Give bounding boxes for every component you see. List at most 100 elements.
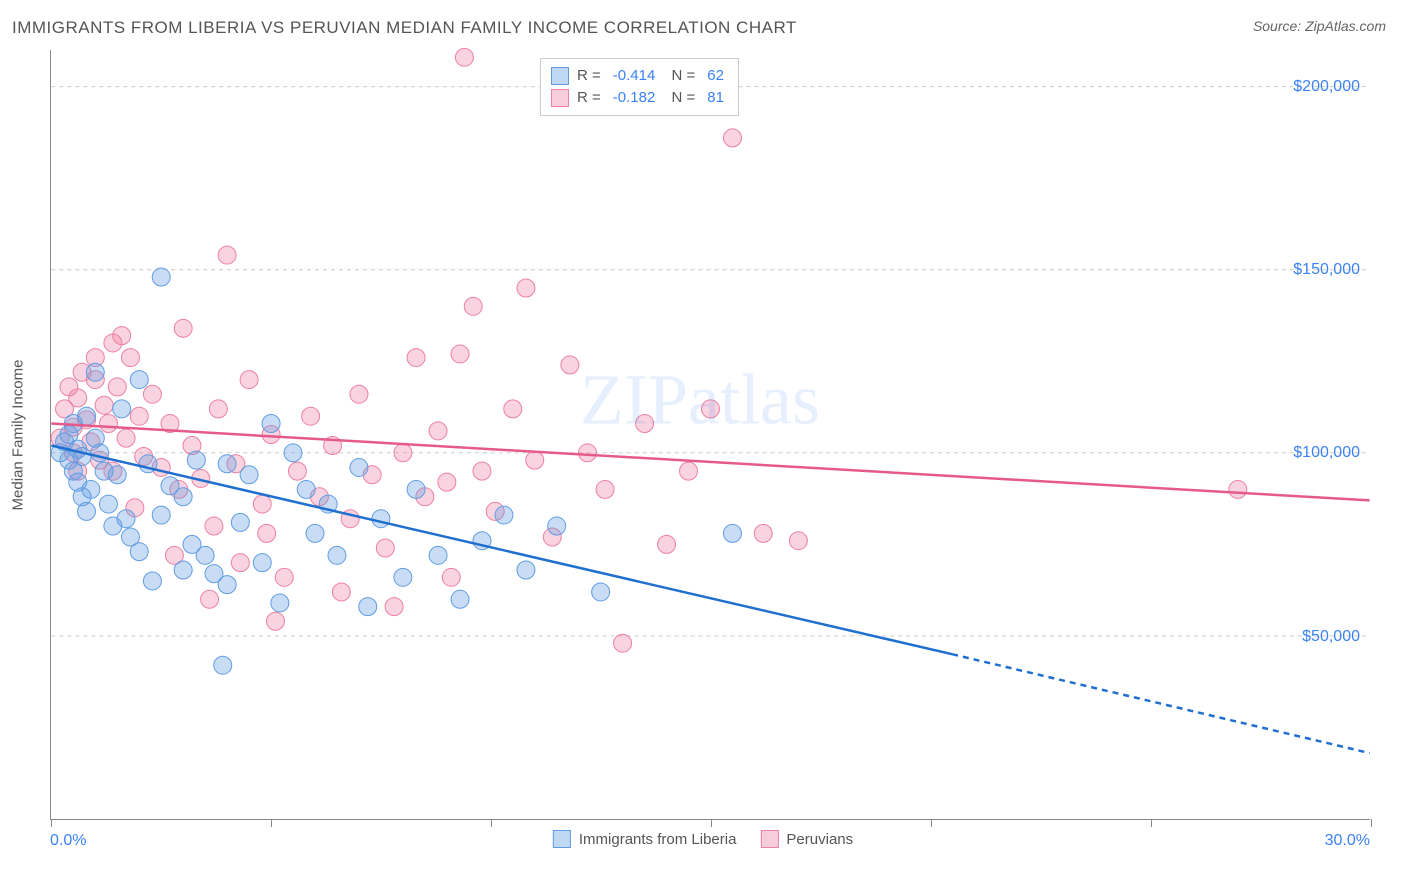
data-point-blue xyxy=(350,458,368,476)
data-point-pink xyxy=(789,532,807,550)
x-tick xyxy=(711,819,712,827)
data-point-blue xyxy=(78,407,96,425)
data-point-pink xyxy=(407,349,425,367)
data-point-pink xyxy=(517,279,535,297)
x-tick xyxy=(931,819,932,827)
data-point-blue xyxy=(117,510,135,528)
chart-title: IMMIGRANTS FROM LIBERIA VS PERUVIAN MEDI… xyxy=(12,18,797,38)
data-point-blue xyxy=(78,502,96,520)
data-point-blue xyxy=(592,583,610,601)
data-point-pink xyxy=(578,444,596,462)
data-point-blue xyxy=(152,506,170,524)
source-credit: Source: ZipAtlas.com xyxy=(1253,18,1386,34)
data-point-blue xyxy=(82,480,100,498)
data-point-pink xyxy=(218,246,236,264)
data-point-blue xyxy=(187,451,205,469)
data-point-blue xyxy=(196,546,214,564)
data-point-pink xyxy=(275,568,293,586)
data-point-pink xyxy=(117,429,135,447)
data-point-blue xyxy=(130,371,148,389)
data-point-pink xyxy=(526,451,544,469)
data-point-blue xyxy=(723,524,741,542)
x-tick xyxy=(1151,819,1152,827)
data-point-blue xyxy=(359,598,377,616)
data-point-pink xyxy=(385,598,403,616)
data-point-blue xyxy=(108,466,126,484)
data-point-blue xyxy=(284,444,302,462)
data-point-blue xyxy=(548,517,566,535)
data-point-pink xyxy=(143,385,161,403)
x-tick xyxy=(1371,819,1372,827)
trend-line-pink xyxy=(51,424,1369,501)
data-point-pink xyxy=(231,554,249,572)
data-point-pink xyxy=(464,297,482,315)
stats-row-pink: R = -0.182 N = 81 xyxy=(551,87,728,109)
y-tick-label: $100,000 xyxy=(1293,444,1360,462)
data-point-pink xyxy=(376,539,394,557)
data-point-pink xyxy=(455,48,473,66)
legend-label-blue: Immigrants from Liberia xyxy=(579,831,737,848)
data-point-pink xyxy=(288,462,306,480)
data-point-pink xyxy=(473,462,491,480)
x-tick xyxy=(271,819,272,827)
data-point-blue xyxy=(495,506,513,524)
data-point-pink xyxy=(69,389,87,407)
data-point-blue xyxy=(143,572,161,590)
data-point-pink xyxy=(302,407,320,425)
data-point-pink xyxy=(209,400,227,418)
data-point-blue xyxy=(174,561,192,579)
y-tick-label: $50,000 xyxy=(1302,628,1360,646)
data-point-blue xyxy=(271,594,289,612)
data-point-blue xyxy=(240,466,258,484)
data-point-pink xyxy=(201,590,219,608)
data-point-blue xyxy=(86,363,104,381)
x-tick xyxy=(491,819,492,827)
swatch-pink-icon xyxy=(760,830,778,848)
scatter-plot-svg xyxy=(51,50,1370,819)
legend-item-blue: Immigrants from Liberia xyxy=(553,830,737,848)
data-point-pink xyxy=(130,407,148,425)
data-point-pink xyxy=(95,396,113,414)
chart-container: IMMIGRANTS FROM LIBERIA VS PERUVIAN MEDI… xyxy=(0,0,1406,892)
data-point-blue xyxy=(328,546,346,564)
data-point-blue xyxy=(99,495,117,513)
x-axis-max-label: 30.0% xyxy=(1325,832,1370,850)
data-point-pink xyxy=(723,129,741,147)
data-point-pink xyxy=(561,356,579,374)
data-point-pink xyxy=(350,385,368,403)
data-point-blue xyxy=(372,510,390,528)
data-point-pink xyxy=(205,517,223,535)
data-point-pink xyxy=(596,480,614,498)
data-point-pink xyxy=(99,415,117,433)
data-point-blue xyxy=(174,488,192,506)
data-point-pink xyxy=(253,495,271,513)
data-point-pink xyxy=(121,349,139,367)
swatch-blue-icon xyxy=(551,67,569,85)
data-point-blue xyxy=(113,400,131,418)
data-point-pink xyxy=(394,444,412,462)
data-point-pink xyxy=(429,422,447,440)
data-point-pink xyxy=(1229,480,1247,498)
data-point-blue xyxy=(517,561,535,579)
data-point-pink xyxy=(104,334,122,352)
data-point-blue xyxy=(262,415,280,433)
data-point-blue xyxy=(306,524,324,542)
stats-row-blue: R = -0.414 N = 62 xyxy=(551,65,728,87)
data-point-pink xyxy=(240,371,258,389)
data-point-blue xyxy=(253,554,271,572)
data-point-pink xyxy=(636,415,654,433)
data-point-blue xyxy=(218,455,236,473)
swatch-pink-icon xyxy=(551,89,569,107)
stats-legend: R = -0.414 N = 62 R = -0.182 N = 81 xyxy=(540,58,739,116)
data-point-blue xyxy=(218,576,236,594)
data-point-blue xyxy=(429,546,447,564)
legend-item-pink: Peruvians xyxy=(760,830,853,848)
data-point-blue xyxy=(451,590,469,608)
data-point-pink xyxy=(258,524,276,542)
data-point-blue xyxy=(394,568,412,586)
y-tick-label: $200,000 xyxy=(1293,78,1360,96)
data-point-pink xyxy=(108,378,126,396)
data-point-pink xyxy=(702,400,720,418)
trend-line-blue-ext xyxy=(952,654,1369,753)
data-point-pink xyxy=(438,473,456,491)
